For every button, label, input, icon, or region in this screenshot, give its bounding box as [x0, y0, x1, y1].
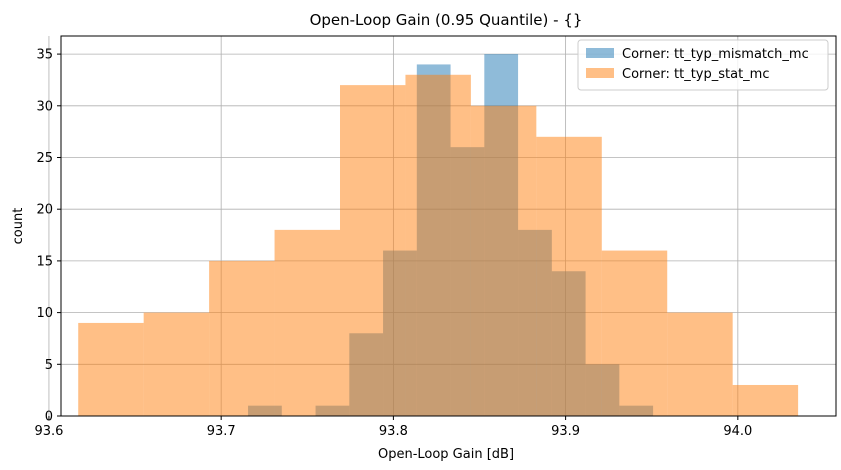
- x-tick-label: 93.8: [379, 424, 408, 439]
- histogram-bar-series-2: [536, 136, 602, 416]
- histogram-bar-series-2: [405, 74, 471, 416]
- x-tick-label: 93.7: [207, 424, 236, 439]
- histogram-bar-series-2: [209, 260, 275, 416]
- y-tick-label: 30: [36, 99, 53, 114]
- histogram-bar-series-2: [667, 312, 733, 416]
- histogram-bar-series-2: [143, 312, 210, 416]
- legend-label: Corner: tt_typ_stat_mc: [622, 67, 770, 82]
- y-tick-label: 25: [36, 151, 53, 166]
- x-tick-label: 93.6: [34, 424, 63, 439]
- x-tick-label: 94.0: [723, 424, 752, 439]
- histogram-bar-series-2: [601, 250, 668, 416]
- histogram-bar-series-2: [340, 85, 406, 416]
- y-axis-label: count: [11, 208, 26, 245]
- histogram-bar-series-2: [732, 384, 799, 416]
- y-tick-label: 15: [36, 254, 53, 269]
- axes-layer: 93.6 93.7 93.8 93.9 94.0 0 5 10 15 20 25 30 35: [34, 35, 837, 439]
- x-tick-label: 93.9: [551, 424, 580, 439]
- bars-layer: [78, 54, 799, 417]
- y-tick-label: 35: [36, 48, 53, 63]
- histogram-bar-series-2: [470, 105, 537, 416]
- histogram-bar-series-2: [274, 229, 340, 416]
- y-tick-label: 0: [45, 410, 53, 425]
- legend-swatch: [586, 48, 614, 58]
- legend-swatch: [586, 68, 614, 78]
- legend: Corner: tt_typ_mismatch_mc Corner: tt_typ…: [577, 39, 829, 91]
- plot-frame: [60, 35, 837, 417]
- legend-label: Corner: tt_typ_mismatch_mc: [622, 47, 809, 62]
- legend-box: [577, 39, 829, 91]
- y-tick-label: 10: [36, 306, 53, 321]
- x-axis-label: Open-Loop Gain [dB]: [378, 447, 514, 462]
- y-tick-label: 20: [36, 203, 53, 218]
- histogram-bar-series-2: [78, 322, 144, 416]
- chart-title: Open-Loop Gain (0.95 Quantile) - {}: [310, 11, 583, 29]
- y-tick-label: 5: [45, 358, 53, 373]
